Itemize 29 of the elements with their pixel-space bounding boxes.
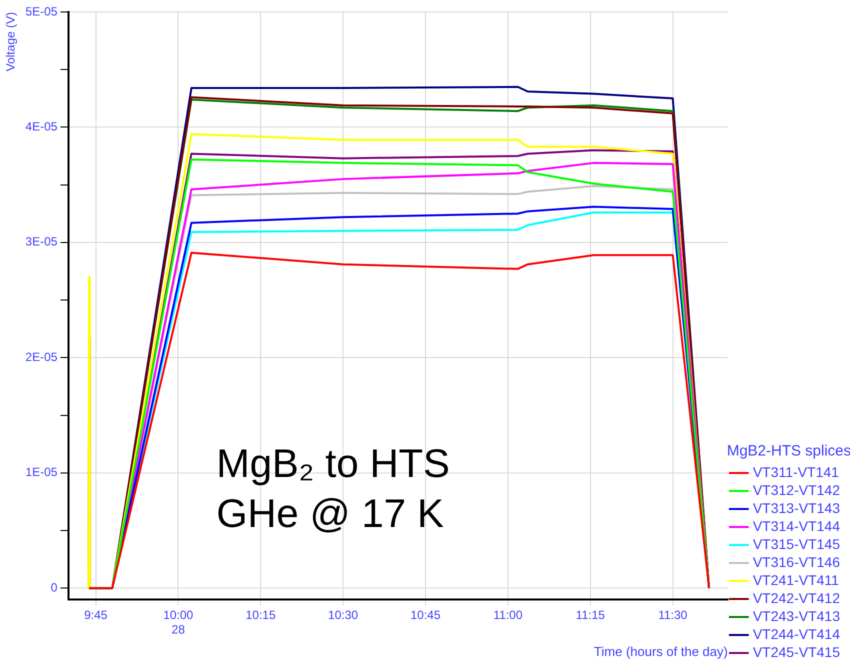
x-tick-label: 10:45 xyxy=(410,608,441,622)
annotation: GHe @ 17 K xyxy=(216,492,444,536)
x-tick-label: 11:30 xyxy=(658,608,688,622)
y-tick-label: 5E-05 xyxy=(25,4,58,18)
legend-label: VT243-VT413 xyxy=(752,608,840,624)
legend-label: VT311-VT141 xyxy=(752,464,840,480)
legend-label: VT313-VT143 xyxy=(752,500,840,516)
legend-label: VT242-VT412 xyxy=(752,590,840,606)
legend-label: VT312-VT142 xyxy=(752,482,840,498)
x-tick-label: 11:15 xyxy=(576,608,606,622)
legend-label: VT316-VT146 xyxy=(752,554,840,570)
legend-label: VT244-VT414 xyxy=(752,626,840,642)
x-tick-label: 10:15 xyxy=(246,608,276,622)
legend-label: VT315-VT145 xyxy=(752,536,840,552)
x-tick-label: 10:00 28 xyxy=(163,608,194,637)
x-tick-label: 10:30 xyxy=(328,608,358,622)
x-tick-label: 11:00 xyxy=(493,608,523,622)
legend-label: VT314-VT144 xyxy=(752,518,840,534)
annotation: MgB₂ to HTS xyxy=(216,442,450,486)
y-tick-label: 0 xyxy=(50,580,58,594)
y-tick-label: 2E-05 xyxy=(25,350,58,364)
x-axis-title: Time (hours of the day) xyxy=(594,644,728,659)
y-tick-label: 3E-05 xyxy=(25,234,58,249)
y-axis-title: Voltage (V) xyxy=(4,12,18,72)
legend-label: VT241-VT411 xyxy=(752,572,840,588)
x-tick-label: 9:45 xyxy=(84,608,108,622)
y-tick-label: 4E-05 xyxy=(25,120,58,134)
y-tick-label: 1E-05 xyxy=(25,465,58,480)
legend-label: VT245-VT415 xyxy=(752,644,840,660)
